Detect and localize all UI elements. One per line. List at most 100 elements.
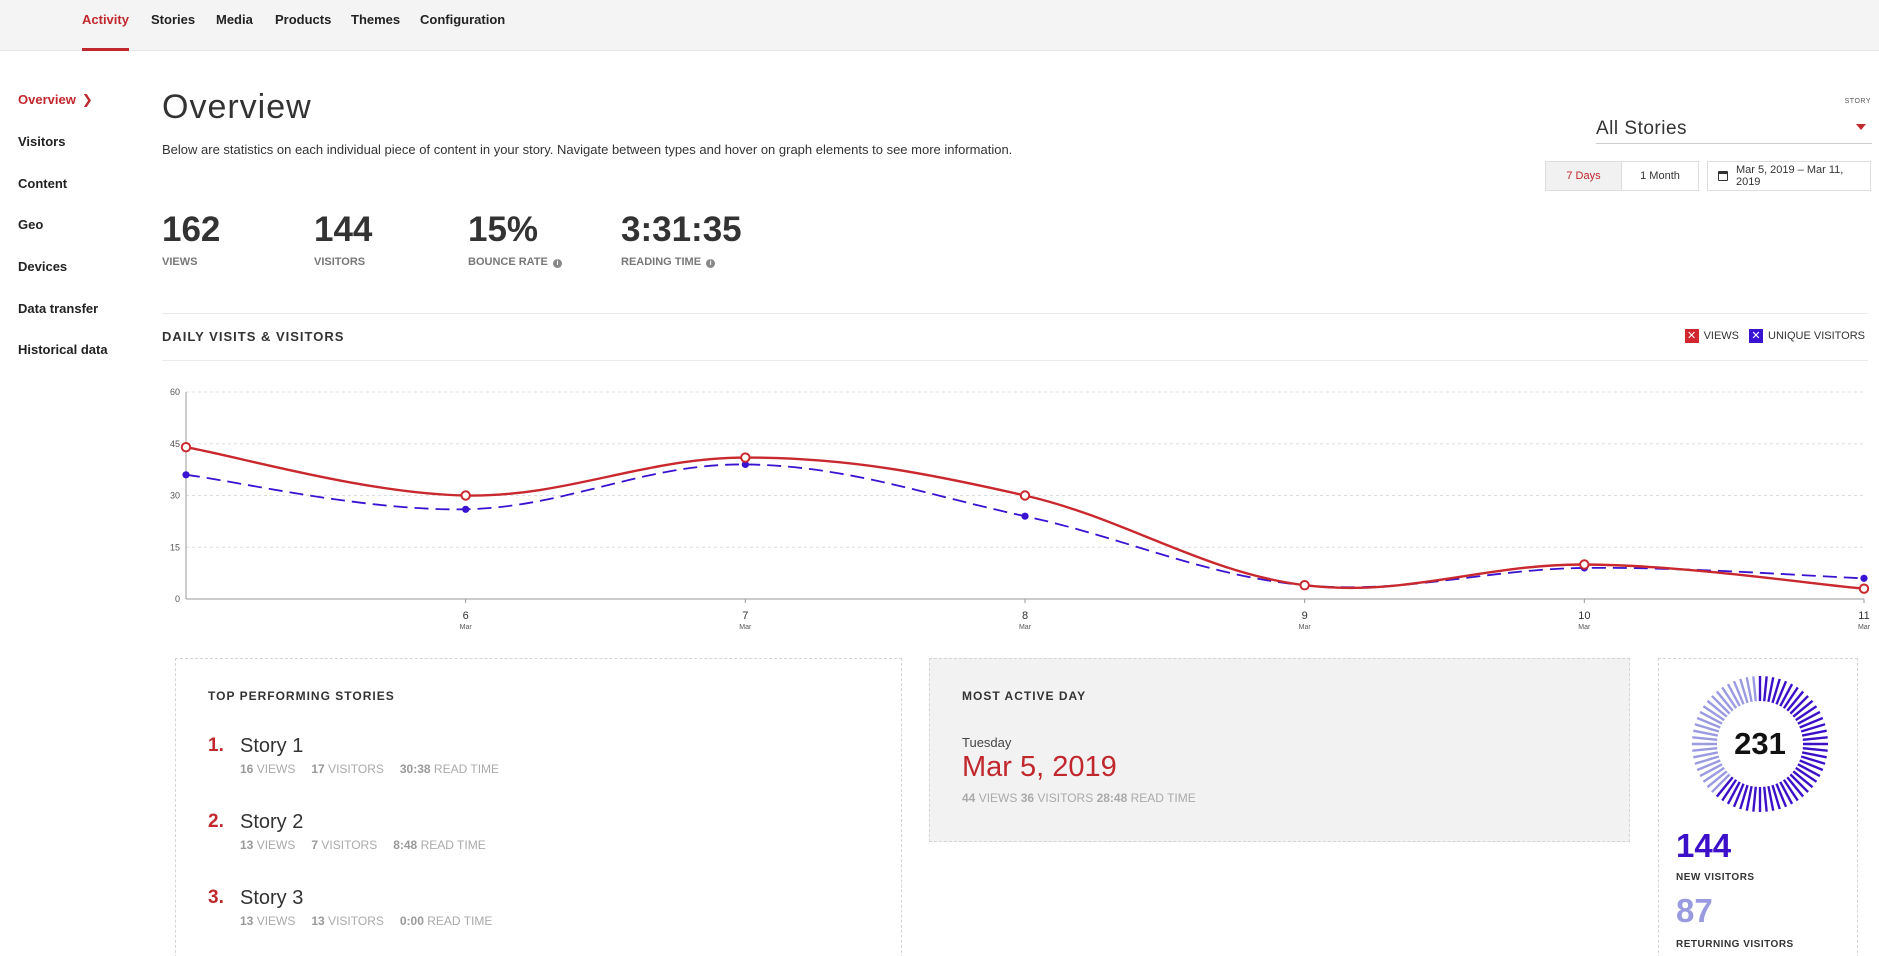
x-tick-label: 9 [1302,610,1308,622]
ring-segment-returning [1692,747,1718,752]
ring-segment-new [1800,723,1826,733]
ring-segment-returning [1702,766,1725,783]
sidebar-item-content[interactable]: Content [18,176,68,191]
story-select-value: All Stories [1596,118,1688,139]
data-point [180,441,192,453]
sidebar-item-geo[interactable]: Geo [18,217,44,232]
ring-segment-new [1786,776,1805,798]
ring-segment-new [1782,686,1799,709]
ring-segment-new [1775,680,1788,705]
ring-segment-new [1802,747,1828,752]
ring-segment-new [1775,783,1788,808]
data-point [1021,512,1029,520]
ring-segment-new [1797,710,1821,725]
meta-visitors: 36 [1020,791,1035,805]
tab-stories[interactable]: Stories [151,12,196,27]
meta-visitors-label: VISITORS [328,762,384,776]
most-active-meta: 44 VIEWS 36 VISITORS 28:48 READ TIME [962,791,1196,805]
ring-segment-new [1799,759,1824,772]
story-meta: 13 VIEWS 13 VISITORS 0:00 READ TIME [240,914,508,928]
stat-label-wrap: BOUNCE RATE i [468,256,562,268]
page-title: Overview [162,88,312,126]
divider [162,313,1868,314]
ring-segment-returning [1696,759,1721,772]
meta-views: 13 [240,838,254,852]
meta-visitors: 17 [311,762,325,776]
x-tick-label: 7 [742,610,748,622]
meta-visitors-label: VISITORS [321,838,378,852]
legend-item-unique-visitors[interactable]: ✕ UNIQUE VISITORS [1749,329,1865,343]
data-point [740,452,751,463]
close-icon: ✕ [1684,329,1699,343]
story-meta: 16 VIEWS 17 VISITORS 30:38 READ TIME [240,762,515,776]
sidebar-item-visitors[interactable]: Visitors [18,134,66,149]
meta-read: 28:48 [1096,791,1128,805]
tab-products[interactable]: Products [275,12,332,27]
story-name[interactable]: Story 1 [240,735,304,757]
top-stories-card: TOP PERFORMING STORIES 1. Story 1 16 VIEWS… [175,658,902,956]
sidebar-item-historical-data[interactable]: Historical data [18,342,108,357]
ring-segment-new [1715,776,1734,798]
range-1-month-button[interactable]: 1 Month [1622,162,1698,190]
date-range-value: Mar 5, 2019 – Mar 11, 2019 [1735,164,1844,188]
info-icon[interactable]: i [552,259,562,268]
ring-segment-new [1745,785,1753,811]
ring-segment-new [1726,781,1741,805]
story-select[interactable]: All Stories [1596,116,1872,144]
ring-segment-returning [1706,699,1728,718]
chevron-right-icon: ❯ [81,92,93,107]
x-tick-label: 11 [1858,610,1869,622]
meta-read: 0:00 [399,914,424,928]
ring-segment-new [1779,781,1794,805]
meta-read-label: READ TIME [427,914,493,928]
range-7-days-button[interactable]: 7 Days [1546,162,1622,190]
daily-visits-chart: 0 15 30 45 60 6 Mar 7 Mar 8 Mar 9 Mar 10 Mar 11 Mar [170,387,1870,631]
total-visitors: 231 [1734,726,1786,761]
sidebar-item-overview[interactable]: Overview ❯ [18,92,93,108]
ring-segment-new [1782,779,1799,802]
tab-activity[interactable]: Activity [82,12,129,51]
story-name[interactable]: Story 2 [240,811,304,833]
meta-read: 30:38 [399,762,431,776]
ring-segment-new [1771,784,1781,810]
info-icon[interactable]: i [706,259,716,268]
data-point [462,505,470,513]
meta-views: 44 [962,791,976,805]
tab-configuration[interactable]: Configuration [420,12,506,27]
legend-item-views[interactable]: ✕ VIEWS [1684,329,1739,343]
tab-media[interactable]: Media [216,12,253,27]
stat-views: 162 VIEWS [162,210,220,268]
ring-segment-new [1786,690,1805,712]
ring-segment-returning [1696,716,1721,729]
story-rank: 1. [208,735,224,756]
ring-segment-new [1800,755,1826,765]
meta-views-label: VIEWS [978,791,1018,805]
story-name[interactable]: Story 3 [240,887,304,909]
sidebar-item-data-transfer[interactable]: Data transfer [18,301,99,316]
y-tick-label: 15 [170,542,180,552]
new-visitors-label: NEW VISITORS [1676,872,1755,883]
ring-segment-new [1801,729,1827,737]
ring-segment-new [1763,676,1768,702]
most-active-date: Mar 5, 2019 [962,751,1117,783]
ring-segment-returning [1721,686,1738,709]
story-rank: 3. [208,887,224,908]
visitor-ring [1692,676,1828,812]
stat-label: VISITORS [314,256,366,268]
date-range-picker[interactable]: Mar 5, 2019 – Mar 11, 2019 [1707,161,1871,191]
ring-segment-returning [1711,773,1731,793]
stat-label: VIEWS [162,256,198,268]
ring-segment-returning [1693,751,1719,759]
meta-views: 13 [240,914,254,928]
tab-themes[interactable]: Themes [351,12,401,27]
x-tick-sublabel: Mar [1019,624,1032,631]
stat-value: 144 [314,210,373,249]
sidebar-item-devices[interactable]: Devices [18,259,68,274]
meta-read-label: READ TIME [433,762,500,776]
ring-segment-returning [1745,677,1753,703]
ring-segment-new [1767,677,1775,703]
card-title: TOP PERFORMING STORIES [208,689,395,703]
ring-segment-returning [1739,678,1749,704]
returning-visitors-label: RETURNING VISITORS [1676,939,1794,950]
meta-visitors: 7 [311,838,319,852]
